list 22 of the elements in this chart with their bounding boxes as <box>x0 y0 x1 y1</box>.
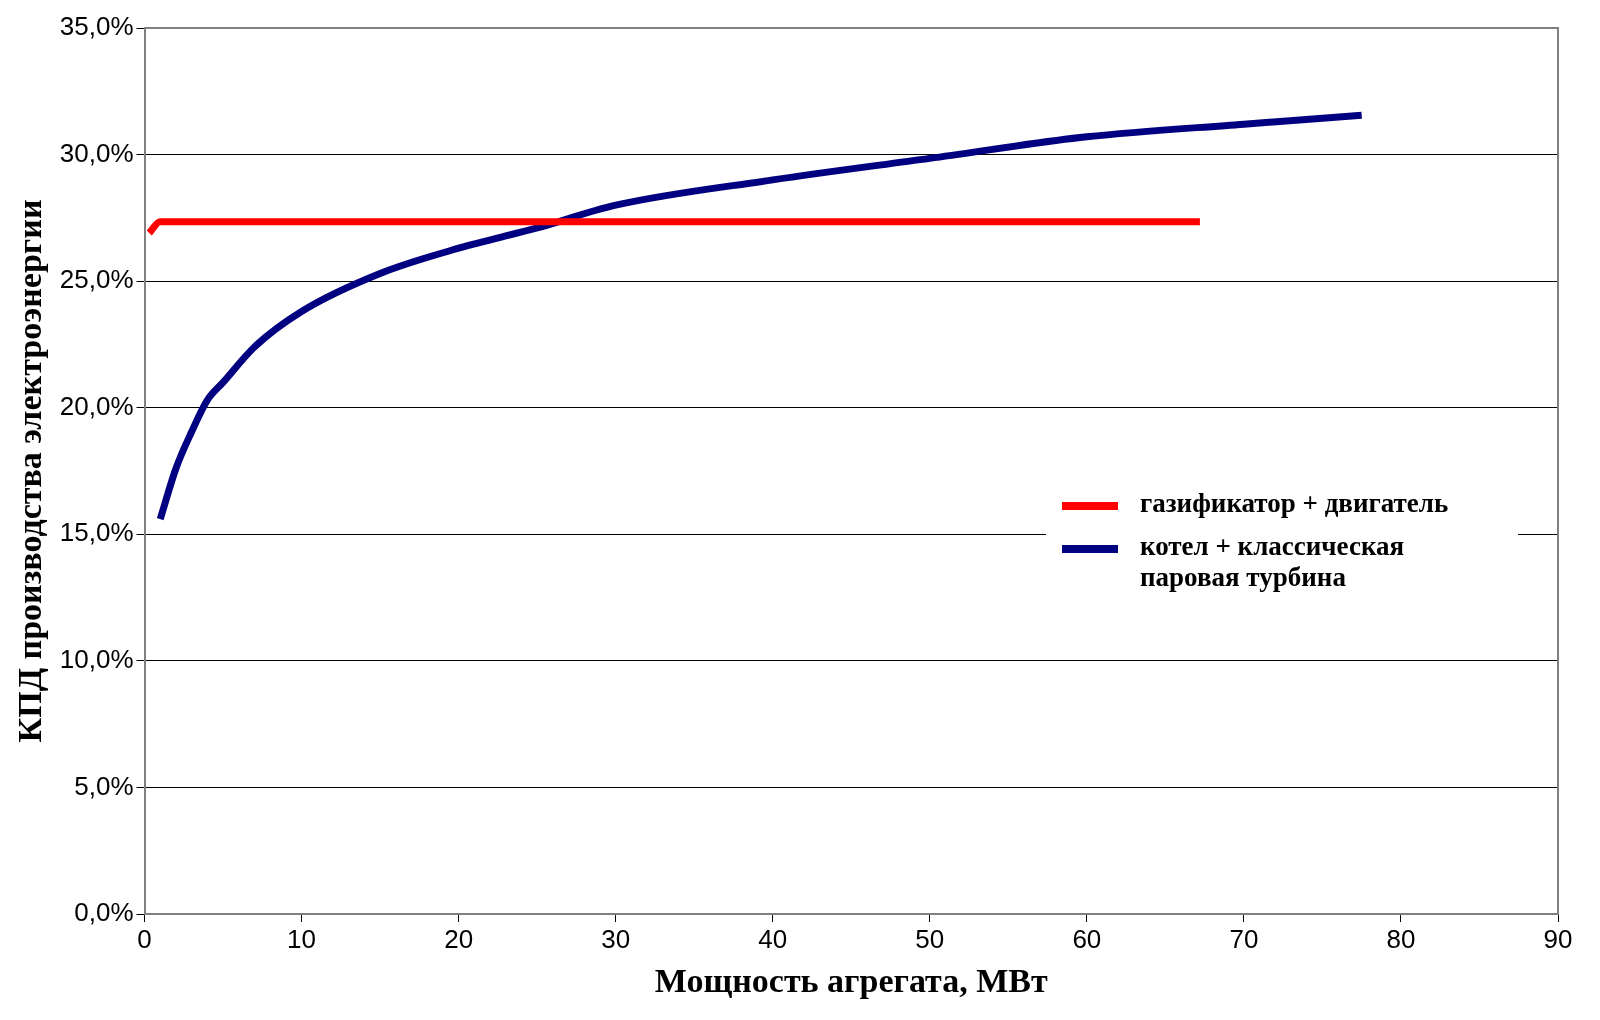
x-tick-label: 50 <box>915 923 945 954</box>
y-tick-label: 0,0% <box>74 897 134 928</box>
x-tick-label: 90 <box>1543 923 1573 954</box>
y-tick-label: 35,0% <box>59 11 134 42</box>
x-tick-label: 80 <box>1386 923 1416 954</box>
x-tick-label: 40 <box>758 923 788 954</box>
legend-label: газификатор + двигатель <box>1140 488 1449 519</box>
y-tick-label: 5,0% <box>74 770 134 801</box>
y-tick-label: 10,0% <box>59 644 134 675</box>
x-tick-label: 10 <box>287 923 317 954</box>
y-axis-title: КПД производства электроэнергии <box>11 199 49 743</box>
y-tick-label: 30,0% <box>59 137 134 168</box>
x-tick-label: 60 <box>1072 923 1102 954</box>
x-tick-label: 0 <box>137 923 152 954</box>
y-tick-label: 20,0% <box>59 390 134 421</box>
x-tick-label: 20 <box>444 923 474 954</box>
legend-label: котел + классическая паровая турбина <box>1140 531 1406 593</box>
x-tick-label: 70 <box>1229 923 1259 954</box>
x-tick-label: 30 <box>601 923 631 954</box>
y-tick-label: 25,0% <box>59 264 134 295</box>
x-axis-title: Мощность агрегата, МВт <box>654 962 1048 1000</box>
y-tick-label: 15,0% <box>59 517 134 548</box>
